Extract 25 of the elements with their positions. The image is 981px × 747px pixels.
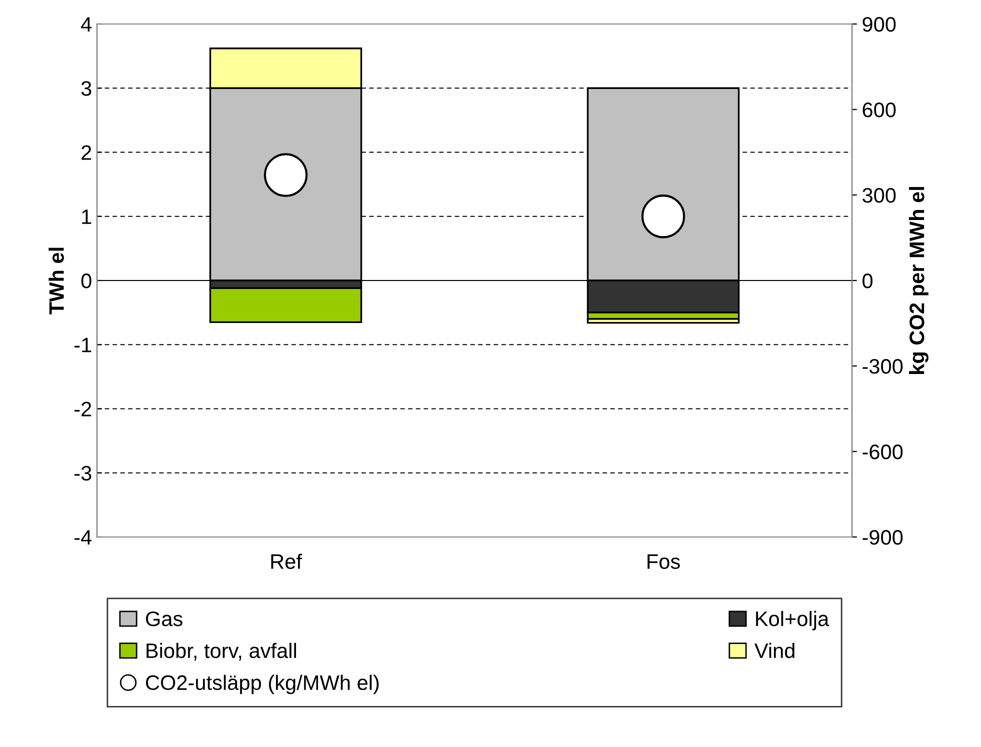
y2-tick-label: 600	[862, 102, 896, 118]
y2-tick-label: 900	[862, 17, 896, 32]
y-axis-title: TWh el	[48, 248, 64, 314]
y2-tick-label: -900	[862, 530, 903, 545]
y2-tick-label: -600	[862, 444, 903, 460]
y-tick-label: -2	[74, 402, 92, 416]
legend-label: Kol+olja	[756, 610, 830, 630]
y-tick-label: -4	[74, 530, 92, 545]
y-tick-label: 4	[81, 17, 92, 32]
legend-label: Gas	[146, 611, 182, 626]
y-tick-label: 0	[81, 274, 92, 288]
y-tick-label: -1	[74, 338, 92, 352]
y2-tick-label: 0	[862, 274, 872, 288]
y-tick-label: 1	[82, 210, 92, 224]
y2-axis-title: kg CO2 per MWh el	[908, 187, 928, 374]
y2-tick-label: 300	[862, 188, 896, 203]
legend-label: Biobr, torv, avfall	[146, 642, 296, 661]
legend-label: CO2-utsläpp (kg/MWh el)	[146, 674, 379, 694]
y-tick-label: 2	[82, 145, 92, 160]
x-tick-label: Ref	[271, 554, 302, 569]
y2-tick-label: -300	[862, 359, 903, 374]
y-tick-label: 3	[81, 81, 92, 96]
legend-label: Vind	[754, 642, 794, 658]
y-tick-label: -3	[74, 466, 92, 481]
x-tick-label: Fos	[648, 554, 680, 569]
